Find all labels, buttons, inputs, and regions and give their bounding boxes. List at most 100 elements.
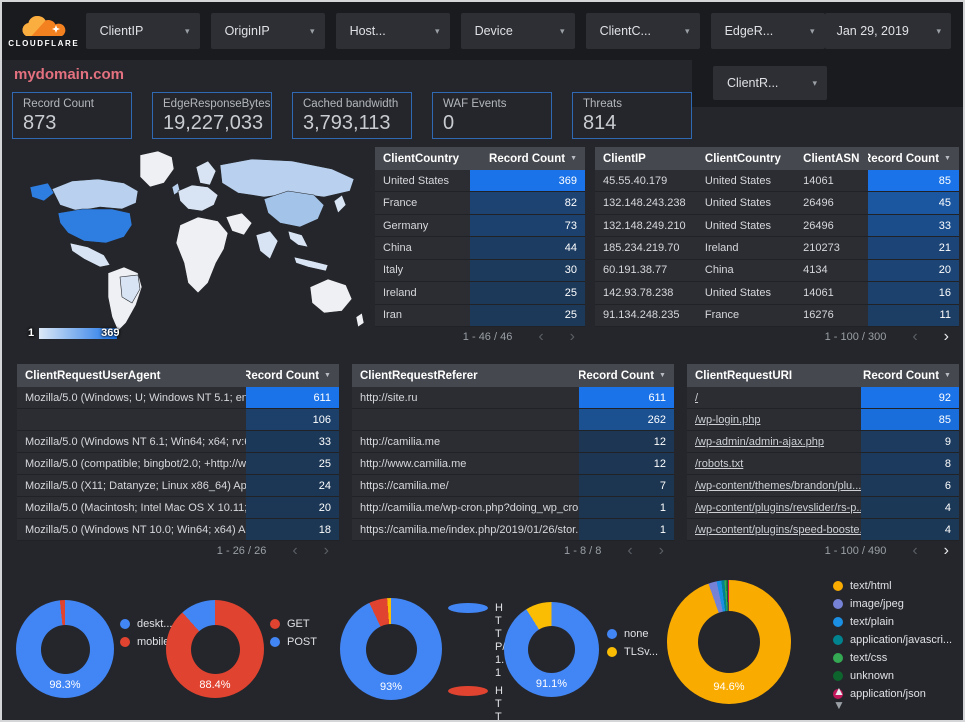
next-page-button[interactable]: › bbox=[658, 542, 664, 559]
table-row[interactable]: Mozilla/5.0 (Windows NT 6.1; Win64; x64;… bbox=[17, 431, 339, 453]
cell-clientasn: 4134 bbox=[803, 264, 828, 277]
column-header-record-count[interactable]: Record Count ▼ bbox=[868, 153, 959, 165]
table-row[interactable]: Italy 30 bbox=[375, 259, 585, 283]
cell-record-count: 21 bbox=[867, 237, 959, 259]
table-row[interactable]: 45.55.40.179 United States 14061 85 bbox=[595, 170, 959, 193]
filter-clientc[interactable]: ClientC... ▾ bbox=[585, 13, 700, 49]
world-map[interactable] bbox=[12, 147, 372, 349]
donut-percent-label: 93% bbox=[379, 680, 403, 693]
column-header-clientrequestuseragent[interactable]: ClientRequestUserAgent bbox=[17, 370, 246, 382]
device-type-donut[interactable]: 98.3% bbox=[16, 600, 114, 698]
table-row[interactable]: Mozilla/5.0 (Macintosh; Intel Mac OS X 1… bbox=[17, 497, 339, 519]
table-row[interactable]: United States 369 bbox=[375, 170, 585, 193]
column-header-clientasn[interactable]: ClientASN bbox=[795, 153, 868, 165]
map-australia[interactable] bbox=[309, 278, 353, 314]
scorecard-waf-events: WAF Events 0 bbox=[432, 92, 552, 139]
table-row[interactable]: /wp-admin/admin-ajax.php 9 bbox=[687, 431, 959, 453]
legend-scroll-up-icon[interactable]: ▲ bbox=[833, 684, 847, 698]
table-row[interactable]: 60.191.38.77 China 4134 20 bbox=[595, 259, 959, 283]
table-row[interactable]: 142.93.78.238 United States 14061 16 bbox=[595, 282, 959, 305]
table-pagination: 1 - 46 / 46 ‹ › bbox=[375, 327, 585, 347]
filter-clientr[interactable]: ClientR... ▾ bbox=[713, 66, 827, 100]
table-row[interactable]: Germany 73 bbox=[375, 214, 585, 238]
column-header-clientrequesturi[interactable]: ClientRequestURI bbox=[687, 370, 861, 382]
column-header-clientip[interactable]: ClientIP bbox=[595, 153, 697, 165]
table-row[interactable]: /wp-content/themes/brandon/plu... 6 bbox=[687, 475, 959, 497]
next-page-button[interactable]: › bbox=[943, 328, 949, 345]
table-row[interactable]: http://camilia.me/wp-cron.php?doing_wp_c… bbox=[352, 497, 674, 519]
table-row[interactable]: 132.148.249.210 United States 26496 33 bbox=[595, 214, 959, 238]
next-page-button[interactable]: › bbox=[569, 328, 575, 345]
table-row[interactable]: 91.134.248.235 France 16276 11 bbox=[595, 304, 959, 327]
map-china[interactable] bbox=[263, 190, 325, 228]
map-india[interactable] bbox=[255, 230, 279, 260]
column-header-clientrequestreferer[interactable]: ClientRequestReferer bbox=[352, 370, 579, 382]
table-row[interactable]: 132.148.243.238 United States 26496 45 bbox=[595, 192, 959, 215]
filter-device[interactable]: Device ▾ bbox=[460, 13, 575, 49]
table-row[interactable]: /wp-content/plugins/speed-booste... 4 bbox=[687, 519, 959, 541]
column-header-clientcountry[interactable]: ClientCountry bbox=[697, 153, 795, 165]
request-method-donut[interactable]: 88.4% bbox=[166, 600, 264, 698]
table-row[interactable]: Iran 25 bbox=[375, 304, 585, 327]
next-page-button[interactable]: › bbox=[323, 542, 329, 559]
table-row[interactable]: 185.234.219.70 Ireland 210273 21 bbox=[595, 237, 959, 260]
next-page-button[interactable]: › bbox=[943, 542, 949, 559]
http-version-donut[interactable]: 93% bbox=[340, 598, 442, 700]
filter-edger[interactable]: EdgeR... ▾ bbox=[710, 13, 825, 49]
column-header-record-count[interactable]: Record Count ▼ bbox=[470, 153, 586, 165]
table-row[interactable]: Mozilla/5.0 (Windows; U; Windows NT 5.1;… bbox=[17, 387, 339, 409]
column-header-clientcountry[interactable]: ClientCountry bbox=[375, 153, 470, 165]
previous-page-button[interactable]: ‹ bbox=[912, 542, 918, 559]
table-row[interactable]: https://camilia.me/index.php/2019/01/26/… bbox=[352, 519, 674, 541]
table-row[interactable]: Ireland 25 bbox=[375, 282, 585, 305]
filter-originip[interactable]: OriginIP ▾ bbox=[210, 13, 325, 49]
map-se-asia[interactable] bbox=[287, 230, 309, 248]
tls-version-donut[interactable]: 91.1% bbox=[504, 602, 599, 697]
table-row[interactable]: /wp-content/plugins/revslider/rs-p... 4 bbox=[687, 497, 959, 519]
table-row[interactable]: Mozilla/5.0 (X11; Datanyze; Linux x86_64… bbox=[17, 475, 339, 497]
table-row[interactable]: Mozilla/5.0 (compatible; bingbot/2.0; +h… bbox=[17, 453, 339, 475]
previous-page-button[interactable]: ‹ bbox=[627, 542, 633, 559]
map-canada[interactable] bbox=[51, 178, 139, 212]
content-type-donut[interactable]: 94.6% bbox=[667, 580, 791, 704]
table-row[interactable]: /robots.txt 8 bbox=[687, 453, 959, 475]
map-europe[interactable] bbox=[177, 184, 219, 212]
map-alaska[interactable] bbox=[29, 182, 55, 202]
map-greenland[interactable] bbox=[139, 150, 175, 188]
table-row[interactable]: /wp-login.php 85 bbox=[687, 409, 959, 431]
map-africa[interactable] bbox=[175, 216, 229, 294]
top-filter-bar: CLOUDFLARE ClientIP ▾ OriginIP ▾ Host... ▾ Dev… bbox=[2, 2, 963, 60]
column-header-record-count[interactable]: Record Count ▼ bbox=[246, 370, 339, 382]
previous-page-button[interactable]: ‹ bbox=[538, 328, 544, 345]
column-header-record-count[interactable]: Record Count ▼ bbox=[861, 370, 959, 382]
table-row[interactable]: 262 bbox=[352, 409, 674, 431]
map-japan[interactable] bbox=[333, 194, 347, 214]
legend-item-deskt: deskt... bbox=[120, 618, 172, 631]
previous-page-button[interactable]: ‹ bbox=[912, 328, 918, 345]
filter-host[interactable]: Host... ▾ bbox=[335, 13, 450, 49]
table-row[interactable]: Mozilla/5.0 (Windows NT 10.0; Win64; x64… bbox=[17, 519, 339, 541]
filter-clientip[interactable]: ClientIP ▾ bbox=[85, 13, 200, 49]
table-row[interactable]: / 92 bbox=[687, 387, 959, 409]
filter-label: ClientR... bbox=[727, 76, 779, 90]
map-brazil[interactable] bbox=[119, 274, 141, 304]
date-range-control[interactable]: Jan 29, 2019 ▾ bbox=[824, 13, 951, 49]
table-row[interactable]: https://camilia.me/7 bbox=[352, 475, 674, 497]
table-row[interactable]: http://site.ru 611 bbox=[352, 387, 674, 409]
map-russia[interactable] bbox=[219, 158, 355, 198]
map-indonesia[interactable] bbox=[293, 256, 329, 272]
table-row[interactable]: http://camilia.me 12 bbox=[352, 431, 674, 453]
legend-scroll-down-icon[interactable]: ▼ bbox=[833, 698, 847, 712]
map-middle-east[interactable] bbox=[225, 212, 253, 236]
table-row[interactable]: France 82 bbox=[375, 192, 585, 215]
map-new-zealand[interactable] bbox=[355, 312, 365, 328]
map-mexico[interactable] bbox=[69, 242, 111, 268]
cell-record-count: 9 bbox=[861, 431, 959, 452]
previous-page-button[interactable]: ‹ bbox=[292, 542, 298, 559]
column-header-record-count[interactable]: Record Count ▼ bbox=[579, 370, 674, 382]
map-usa[interactable] bbox=[57, 208, 133, 244]
table-row[interactable]: http://www.camilia.me 12 bbox=[352, 453, 674, 475]
table-row[interactable]: China 44 bbox=[375, 237, 585, 260]
map-scandinavia[interactable] bbox=[195, 160, 217, 186]
table-row[interactable]: 106 bbox=[17, 409, 339, 431]
